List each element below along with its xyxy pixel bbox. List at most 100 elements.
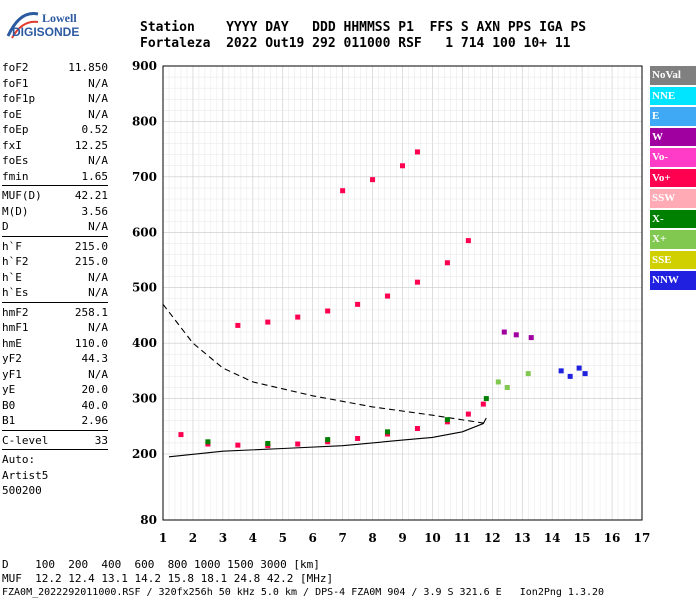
param-name: fmin <box>2 169 29 183</box>
legend-item-x: X+ <box>650 230 696 249</box>
param-value: 33 <box>94 433 108 447</box>
param-name: hmF1 <box>2 321 29 334</box>
param-value: 44.3 <box>81 352 109 365</box>
data-point <box>205 439 211 445</box>
polarization-legend: NoVal NNE E W Vo- Vo+ SSW X- X+ SSE NNW <box>650 66 696 292</box>
param-row: yF1 N/A <box>2 367 108 383</box>
x-tick-label: 10 <box>424 531 441 545</box>
data-point <box>400 163 405 169</box>
param-name: foEs <box>2 154 29 167</box>
param-name: D <box>2 220 9 233</box>
logo-line2: DIGISONDE <box>12 25 80 39</box>
param-name: hmF2 <box>2 305 29 319</box>
x-tick-label: 16 <box>604 531 621 545</box>
param-row: h`E N/A <box>2 270 108 286</box>
y-tick-label: 700 <box>132 170 157 184</box>
param-name: B0 <box>2 398 16 412</box>
data-point <box>340 188 346 194</box>
param-row: yF2 44.3 <box>2 351 108 367</box>
x-tick-label: 14 <box>544 531 561 545</box>
legend-item-x: X- <box>650 209 696 228</box>
param-value: N/A <box>88 76 108 90</box>
param-value: 110.0 <box>74 336 108 350</box>
data-point <box>295 441 301 447</box>
data-point <box>355 435 361 441</box>
x-tick-label: 13 <box>514 531 531 545</box>
y-tick-label: 900 <box>132 59 157 73</box>
data-point <box>528 335 534 341</box>
x-tick-label: 17 <box>634 531 651 545</box>
x-tick-label: 1 <box>159 531 167 545</box>
data-point <box>414 149 420 155</box>
param-separator <box>2 449 108 450</box>
logo-graphic <box>6 11 39 39</box>
file-info-row: FZA0M_2022292011000.RSF / 320fx256h 50 k… <box>2 587 605 598</box>
data-point <box>582 371 588 377</box>
param-name: M(D) <box>2 204 29 218</box>
data-point <box>414 279 420 285</box>
param-name: foF1p <box>2 92 36 105</box>
parameter-list: foF2 11.850 foF1 N/A foF1p N/A foE N/A foEp 0.52 f… <box>2 60 108 499</box>
param-name: MUF(D) <box>2 189 42 202</box>
x-tick-label: 3 <box>219 531 227 545</box>
param-row: Auto: <box>2 452 108 468</box>
param-value: 258.1 <box>74 305 108 319</box>
y-tick-label: 600 <box>132 225 157 239</box>
param-separator <box>2 185 108 186</box>
param-value: 2.96 <box>81 414 109 427</box>
param-row: 500200 <box>2 483 108 499</box>
data-point <box>444 260 450 266</box>
data-point <box>355 301 361 307</box>
param-row: B1 2.96 <box>2 413 108 429</box>
x-tick-label: 2 <box>189 531 197 545</box>
data-point <box>265 440 271 446</box>
legend-item-ssw: SSW <box>650 189 696 208</box>
data-point <box>235 322 241 328</box>
param-value: 215.0 <box>74 255 108 268</box>
data-point <box>265 319 271 325</box>
param-value: N/A <box>88 321 108 334</box>
param-value: N/A <box>88 286 108 299</box>
param-row: Artist5 <box>2 468 108 484</box>
param-value: 42.21 <box>74 189 108 202</box>
data-point <box>495 379 501 385</box>
y-tick-label: 200 <box>132 447 157 461</box>
param-value: N/A <box>88 107 108 121</box>
data-point <box>525 371 531 377</box>
y-tick-label: 800 <box>132 114 157 128</box>
x-tick-label: 15 <box>574 531 591 545</box>
x-tick-label: 9 <box>398 531 406 545</box>
param-name: h`F2 <box>2 255 29 268</box>
data-point <box>567 373 573 379</box>
param-name: hmE <box>2 336 22 350</box>
x-tick-label: 12 <box>484 531 501 545</box>
header-labels: Station YYYY DAY DDD HHMMSS P1 FFS S AXN… <box>140 20 587 35</box>
legend-item-nnw: NNW <box>650 271 696 290</box>
param-separator <box>2 429 108 431</box>
param-value: N/A <box>88 367 108 381</box>
param-name: 500200 <box>2 484 42 497</box>
param-name: foEp <box>2 123 29 136</box>
param-name: foF1 <box>2 76 29 90</box>
param-row: hmF1 N/A <box>2 320 108 336</box>
data-point <box>235 442 241 448</box>
param-name: h`F <box>2 239 22 253</box>
param-name: foE <box>2 107 22 121</box>
param-name: Auto: <box>2 453 36 466</box>
plot-border <box>162 65 643 521</box>
x-tick-label: 8 <box>368 531 376 545</box>
data-point <box>444 417 450 423</box>
param-value: 40.0 <box>81 398 109 412</box>
param-row: C-level 33 <box>2 433 108 449</box>
param-value: N/A <box>88 270 108 284</box>
data-point <box>370 177 376 183</box>
param-row: foF1 N/A <box>2 76 108 92</box>
param-row: h`F2 215.0 <box>2 254 108 270</box>
distance-row: D 100 200 400 600 800 1000 1500 3000 [km… <box>2 558 320 571</box>
param-name: h`Es <box>2 286 29 299</box>
legend-item-sse: SSE <box>650 250 696 269</box>
param-row: hmF2 258.1 <box>2 305 108 321</box>
data-point <box>414 426 420 432</box>
x-tick-label: 4 <box>249 531 257 545</box>
param-row: foF1p N/A <box>2 91 108 107</box>
